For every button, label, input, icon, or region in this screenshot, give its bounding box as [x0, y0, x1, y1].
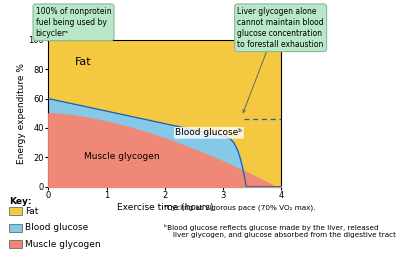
- Text: Muscle glycogen: Muscle glycogen: [25, 240, 101, 249]
- Text: Fat: Fat: [25, 207, 39, 216]
- Text: Liver glycogen alone
cannot maintain blood
glucose concentration
to forestall ex: Liver glycogen alone cannot maintain blo…: [237, 7, 324, 49]
- Text: ᵃCycling at vigorous pace (70% VO₂ max).: ᵃCycling at vigorous pace (70% VO₂ max).: [164, 204, 315, 211]
- X-axis label: Exercise time (hours): Exercise time (hours): [117, 203, 213, 212]
- Text: Blood glucoseᵇ: Blood glucoseᵇ: [175, 128, 242, 137]
- Text: Muscle glycogen: Muscle glycogen: [84, 152, 160, 161]
- Text: Blood glucose: Blood glucose: [25, 223, 89, 232]
- Text: ᵇBlood glucose reflects glucose made by the liver, released
    liver glycogen, : ᵇBlood glucose reflects glucose made by …: [164, 224, 396, 238]
- Text: Key:: Key:: [9, 197, 32, 206]
- Y-axis label: Energy expenditure %: Energy expenditure %: [17, 63, 26, 164]
- Text: Fat: Fat: [74, 57, 91, 67]
- Text: 100% of nonprotein
fuel being used by
bicyclerᵃ: 100% of nonprotein fuel being used by bi…: [36, 7, 111, 38]
